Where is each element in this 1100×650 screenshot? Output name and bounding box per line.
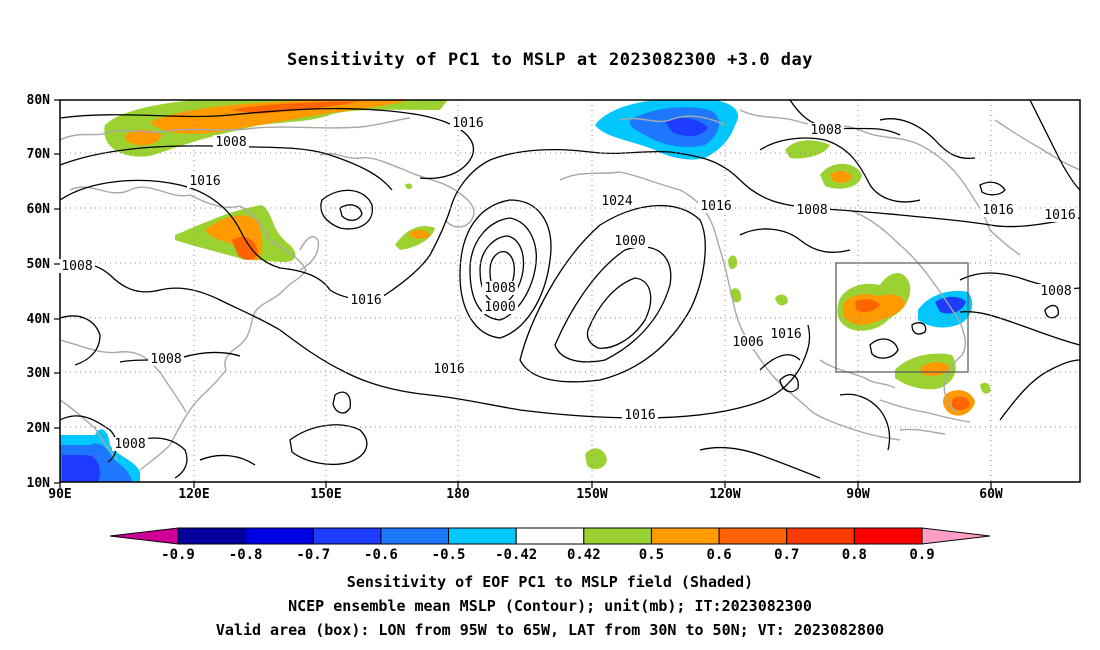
colorbar-label: 0.9 xyxy=(909,547,934,563)
lon-label: 120W xyxy=(709,487,740,502)
colorbar-label: 0.7 xyxy=(774,547,799,563)
colorbar-segment xyxy=(650,527,720,545)
contour-label-bg xyxy=(698,199,734,213)
colorbar-segment xyxy=(718,527,788,545)
contour-label: 1024 xyxy=(601,194,632,209)
lat-label: 80N xyxy=(27,93,51,108)
lat-label: 50N xyxy=(27,257,51,272)
contour-labels: 1016 1008 1016 1008 1016 1008 1016 1024 1000 1008… xyxy=(59,116,1078,452)
colorbar-label: -0.5 xyxy=(432,547,466,563)
contour-label-bg xyxy=(348,293,384,307)
lat-label: 60N xyxy=(27,202,51,217)
contour-label-bg xyxy=(431,362,467,376)
colorbar-segment xyxy=(515,527,585,545)
contour-label: 1008 xyxy=(215,135,246,150)
footer-line-1: Sensitivity of EOF PC1 to MSLP field (Sh… xyxy=(346,573,754,591)
mslp-contours xyxy=(60,100,1080,479)
lat-label: 10N xyxy=(27,476,51,491)
colorbar-low-arrow xyxy=(109,527,179,545)
colorbar-segment xyxy=(380,527,450,545)
longitude-labels: 90E 120E 150E 180 150W 120W 90W 60W xyxy=(48,482,1003,502)
lon-label: 180 xyxy=(446,487,470,502)
lon-label: 90W xyxy=(846,487,870,502)
contour-label-bg xyxy=(213,135,249,149)
lat-label: 40N xyxy=(27,312,51,327)
contour-label-bg xyxy=(1038,284,1074,298)
map-title: Sensitivity of PC1 to MSLP at 2023082300… xyxy=(286,50,813,70)
contour-label: 1000 xyxy=(614,234,645,249)
lon-label: 150W xyxy=(576,487,607,502)
colorbar-segment xyxy=(853,527,923,545)
lon-label: 150E xyxy=(310,487,341,502)
contour-label: 1016 xyxy=(189,174,220,189)
contour-label-bg xyxy=(59,259,95,273)
contour-label-bg xyxy=(768,327,804,341)
contour-label: 1008 xyxy=(114,437,145,452)
contour-label-bg xyxy=(794,203,830,217)
lon-label: 60W xyxy=(979,487,1003,502)
lat-label: 70N xyxy=(27,147,51,162)
contour-label: 1008 xyxy=(484,281,515,296)
contour-label: 1016 xyxy=(1044,208,1075,223)
contour-label-bg xyxy=(148,352,184,366)
contour-label: 1016 xyxy=(982,203,1013,218)
colorbar: -0.9 -0.8 -0.7 -0.6 -0.5 -0.42 0.42 0.5 0.6 0.7 0.… xyxy=(109,527,991,563)
colorbar-label: -0.9 xyxy=(161,547,195,563)
contour-label-bg xyxy=(599,194,635,208)
coastlines xyxy=(60,109,1080,471)
colorbar-label: 0.6 xyxy=(706,547,731,563)
lon-label: 120E xyxy=(178,487,209,502)
contour-label-bg xyxy=(808,123,844,137)
contour-label: 1016 xyxy=(700,199,731,214)
sensitivity-shading xyxy=(60,100,991,482)
plot-frame xyxy=(59,99,1081,483)
contour-label: 1016 xyxy=(452,116,483,131)
footer-line-3: Valid area (box): LON from 95W to 65W, L… xyxy=(215,621,885,639)
contour-label-bg xyxy=(482,300,518,314)
lon-label: 90E xyxy=(48,487,71,502)
colorbar-label: -0.6 xyxy=(364,547,398,563)
colorbar-segment xyxy=(448,527,517,545)
contour-label-bg xyxy=(612,234,648,248)
contour-label: 1008 xyxy=(1040,284,1071,299)
contour-label-bg xyxy=(187,174,223,188)
contour-label: 1008 xyxy=(796,203,827,218)
colorbar-high-arrow xyxy=(921,527,991,545)
contour-label-bg xyxy=(980,203,1016,217)
contour-label-bg xyxy=(482,281,518,295)
contour-label-bg xyxy=(622,408,658,422)
colorbar-label: 0.42 xyxy=(567,547,601,563)
colorbar-label: -0.42 xyxy=(495,547,537,563)
colorbar-label: -0.7 xyxy=(296,547,330,563)
colorbar-label: -0.8 xyxy=(229,547,263,563)
contour-label: 1008 xyxy=(61,259,92,274)
contour-label: 1016 xyxy=(350,293,381,308)
valid-area-box xyxy=(835,262,969,373)
contour-label: 1016 xyxy=(433,362,464,377)
colorbar-segment xyxy=(245,527,314,545)
contour-label: 1016 xyxy=(624,408,655,423)
contour-label: 1006 xyxy=(732,335,763,350)
colorbar-label: 0.5 xyxy=(639,547,664,563)
lat-label: 20N xyxy=(27,421,51,436)
footer-line-2: NCEP ensemble mean MSLP (Contour); unit(… xyxy=(288,597,812,615)
colorbar-segment xyxy=(177,527,247,545)
colorbar-segment xyxy=(312,527,382,545)
lat-label: 30N xyxy=(27,366,51,381)
contour-label-bg xyxy=(450,116,486,130)
contour-label: 1008 xyxy=(810,123,841,138)
colorbar-segment xyxy=(583,527,652,545)
contour-label-bg xyxy=(1042,208,1078,222)
lat-lon-grid xyxy=(60,100,1080,482)
contour-label: 1008 xyxy=(150,352,181,367)
colorbar-label: 0.8 xyxy=(842,547,867,563)
latitude-labels: 80N 70N 60N 50N 40N 30N 20N 10N xyxy=(27,93,60,491)
contour-label-bg xyxy=(730,335,766,349)
contour-label: 1000 xyxy=(484,300,515,315)
contour-label: 1016 xyxy=(770,327,801,342)
colorbar-segment xyxy=(786,527,855,545)
contour-label-bg xyxy=(112,437,148,451)
